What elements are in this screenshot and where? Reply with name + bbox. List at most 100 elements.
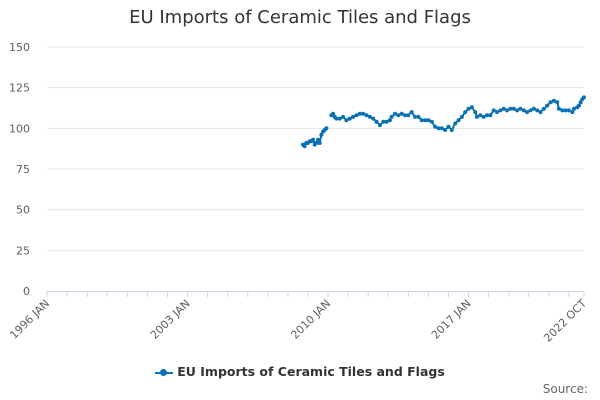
data-point[interactable] bbox=[446, 124, 451, 129]
data-point[interactable] bbox=[548, 100, 553, 105]
legend-dot bbox=[160, 368, 168, 376]
data-point[interactable] bbox=[341, 114, 346, 119]
y-tick-label: 25 bbox=[16, 244, 30, 257]
data-point[interactable] bbox=[377, 123, 382, 128]
data-point[interactable] bbox=[459, 114, 464, 119]
grid-lines bbox=[47, 46, 584, 251]
data-point[interactable] bbox=[515, 108, 520, 113]
data-point[interactable] bbox=[572, 106, 576, 111]
data-point[interactable] bbox=[541, 106, 546, 111]
data-point[interactable] bbox=[555, 100, 560, 105]
data-point[interactable] bbox=[354, 113, 359, 118]
data-point[interactable] bbox=[538, 110, 543, 115]
data-point[interactable] bbox=[367, 114, 372, 119]
data-point[interactable] bbox=[528, 108, 533, 113]
data-point[interactable] bbox=[551, 98, 556, 103]
data-point[interactable] bbox=[429, 119, 434, 124]
data-point[interactable] bbox=[488, 113, 493, 118]
y-tick-label: 0 bbox=[23, 285, 30, 298]
data-point[interactable] bbox=[344, 118, 349, 123]
data-point[interactable] bbox=[473, 110, 478, 115]
data-point[interactable] bbox=[324, 126, 329, 131]
data-point[interactable] bbox=[466, 106, 471, 111]
x-tick-label: 2003 JAN bbox=[148, 297, 193, 342]
data-point[interactable] bbox=[443, 128, 448, 132]
data-point[interactable] bbox=[474, 114, 479, 119]
data-point[interactable] bbox=[531, 106, 536, 111]
data-point[interactable] bbox=[364, 113, 369, 118]
data-point[interactable] bbox=[381, 119, 386, 124]
data-point[interactable] bbox=[393, 111, 397, 116]
data-point[interactable] bbox=[525, 110, 530, 115]
data-point[interactable] bbox=[384, 119, 389, 124]
data-point[interactable] bbox=[463, 110, 468, 115]
data-point[interactable] bbox=[436, 126, 441, 131]
data-point[interactable] bbox=[409, 110, 414, 115]
data-point[interactable] bbox=[495, 110, 499, 115]
data-point[interactable] bbox=[485, 113, 489, 118]
data-point[interactable] bbox=[560, 108, 565, 113]
data-point[interactable] bbox=[374, 119, 379, 124]
data-point[interactable] bbox=[545, 103, 550, 108]
data-point[interactable] bbox=[469, 105, 474, 110]
data-point[interactable] bbox=[505, 108, 509, 113]
y-tick-label: 75 bbox=[16, 163, 30, 176]
data-point[interactable] bbox=[511, 106, 516, 111]
data-point[interactable] bbox=[351, 114, 356, 119]
data-point[interactable] bbox=[347, 116, 352, 121]
data-point[interactable] bbox=[389, 114, 394, 119]
data-point[interactable] bbox=[406, 113, 411, 118]
x-tick-label: 1996 JAN bbox=[7, 297, 52, 342]
data-point[interactable] bbox=[433, 124, 438, 129]
data-point[interactable] bbox=[311, 137, 315, 142]
data-point[interactable] bbox=[501, 106, 506, 111]
data-point[interactable] bbox=[399, 111, 404, 116]
data-point[interactable] bbox=[361, 111, 366, 116]
data-point[interactable] bbox=[449, 128, 454, 132]
data-point[interactable] bbox=[578, 100, 583, 105]
data-point[interactable] bbox=[337, 116, 342, 121]
data-point[interactable] bbox=[582, 95, 586, 100]
data-point[interactable] bbox=[426, 118, 431, 123]
data-point[interactable] bbox=[456, 118, 461, 123]
x-axis-ticks: 1996 JAN 2003 JAN 2010 JAN 2017 JAN 2022 OCT bbox=[7, 297, 589, 345]
data-point[interactable] bbox=[317, 141, 322, 145]
data-point[interactable] bbox=[316, 137, 320, 142]
data-point[interactable] bbox=[556, 106, 561, 111]
data-point[interactable] bbox=[423, 118, 428, 123]
data-point[interactable] bbox=[371, 116, 376, 121]
data-point[interactable] bbox=[416, 114, 421, 119]
data-point[interactable] bbox=[419, 118, 424, 123]
data-point[interactable] bbox=[314, 141, 319, 145]
data-point[interactable] bbox=[453, 121, 458, 126]
data-point[interactable] bbox=[481, 114, 486, 119]
legend[interactable]: EU Imports of Ceramic Tiles and Flags bbox=[0, 364, 600, 379]
legend-label: EU Imports of Ceramic Tiles and Flags bbox=[177, 364, 445, 379]
data-point[interactable] bbox=[319, 132, 324, 137]
data-point[interactable] bbox=[521, 108, 526, 113]
data-point[interactable] bbox=[331, 111, 336, 116]
y-axis-ticks: 0 25 50 75 100 125 150 bbox=[9, 41, 30, 298]
data-point[interactable] bbox=[478, 113, 483, 118]
x-axis bbox=[46, 291, 585, 297]
data-point[interactable] bbox=[518, 106, 523, 111]
data-point[interactable] bbox=[403, 113, 407, 118]
data-point[interactable] bbox=[491, 108, 496, 113]
series-layer bbox=[301, 95, 586, 149]
data-point[interactable] bbox=[508, 106, 513, 111]
data-point[interactable] bbox=[498, 108, 503, 113]
data-point[interactable] bbox=[563, 108, 568, 113]
data-point[interactable] bbox=[535, 108, 540, 113]
x-tick-label: 2010 JAN bbox=[288, 297, 333, 342]
data-point[interactable] bbox=[302, 144, 307, 149]
data-point[interactable] bbox=[396, 113, 401, 118]
data-point[interactable] bbox=[387, 118, 392, 123]
data-point[interactable] bbox=[334, 116, 339, 121]
x-tick-label: 2022 OCT bbox=[541, 297, 589, 345]
data-point[interactable] bbox=[357, 111, 362, 116]
data-point[interactable] bbox=[413, 114, 417, 119]
data-point[interactable] bbox=[577, 103, 581, 108]
data-point[interactable] bbox=[439, 126, 444, 131]
data-point[interactable] bbox=[570, 110, 575, 115]
data-point[interactable] bbox=[566, 108, 571, 113]
